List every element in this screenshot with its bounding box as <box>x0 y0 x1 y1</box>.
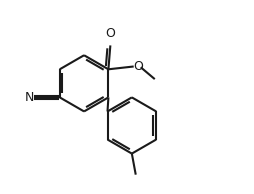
Text: O: O <box>105 27 115 40</box>
Text: N: N <box>25 91 34 104</box>
Text: O: O <box>133 60 143 73</box>
